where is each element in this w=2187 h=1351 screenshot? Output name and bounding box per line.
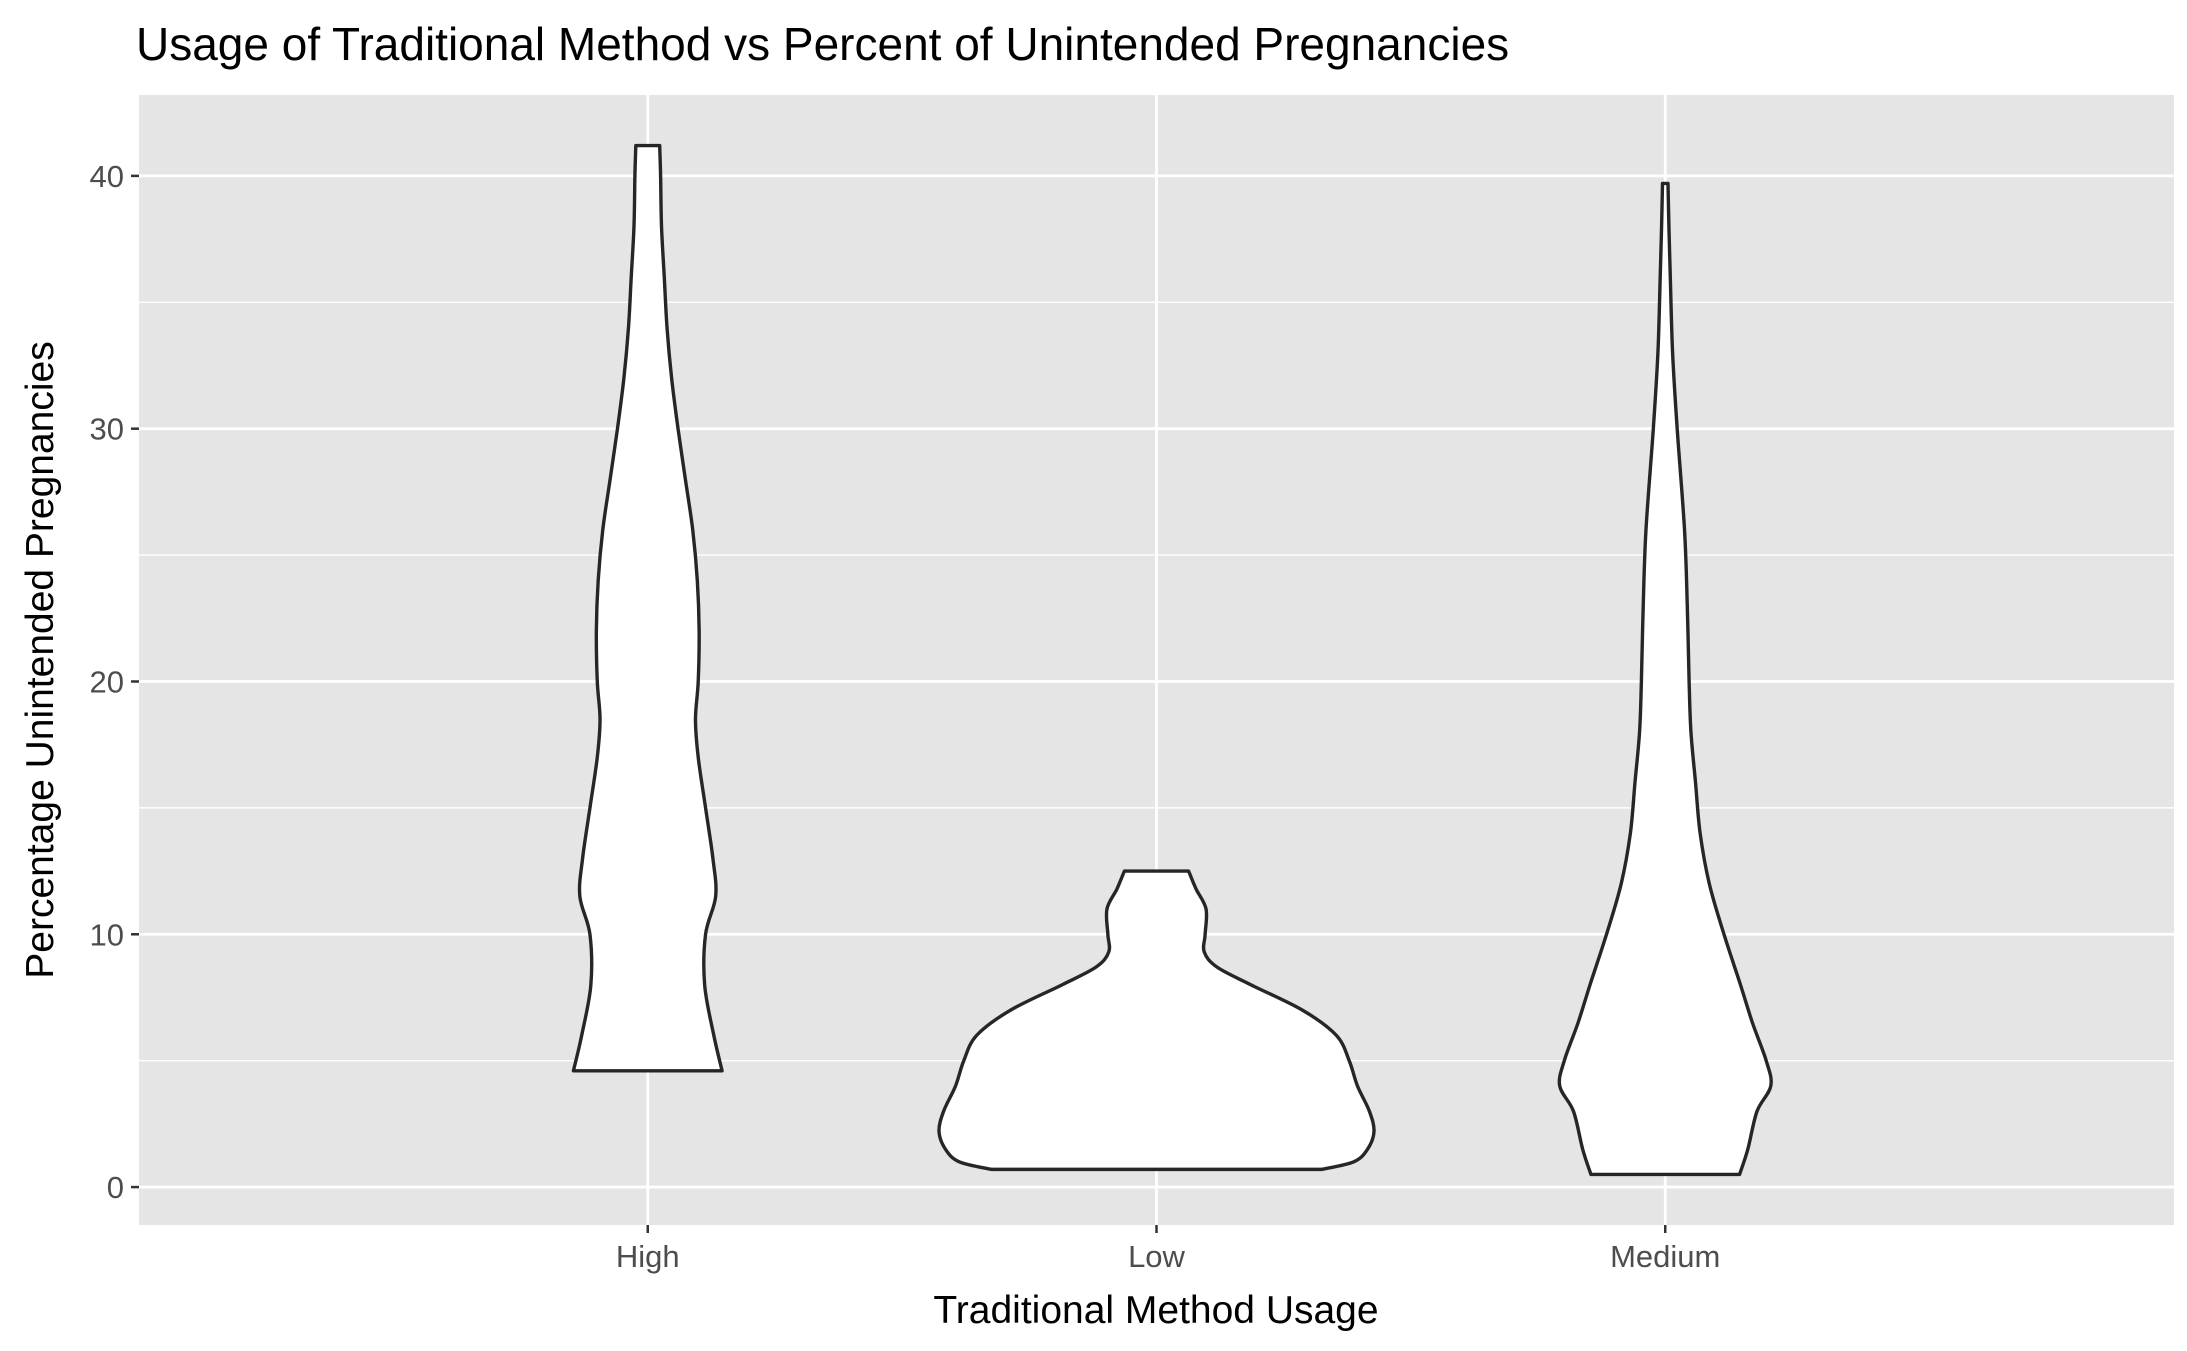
x-axis: High Low Medium: [616, 1225, 1720, 1274]
x-tick-label: High: [616, 1239, 680, 1274]
y-tick-label: 10: [90, 917, 124, 952]
violin-medium: [1557, 181, 1773, 1177]
y-tick-label: 40: [90, 159, 124, 194]
violins: [571, 143, 1773, 1177]
y-tick-label: 0: [107, 1170, 124, 1205]
y-tick-label: 30: [90, 412, 124, 447]
violin-low: [937, 869, 1376, 1172]
y-axis-title: Percentage Unintended Pregnancies: [19, 341, 62, 978]
chart-title: Usage of Traditional Method vs Percent o…: [136, 18, 1509, 70]
violin-high: [571, 143, 724, 1073]
y-tick-label: 20: [90, 664, 124, 699]
x-axis-title: Traditional Method Usage: [933, 1289, 1378, 1332]
y-axis: 0 10 20 30 40: [90, 159, 139, 1205]
x-tick-label: Medium: [1610, 1239, 1720, 1274]
x-tick-label: Low: [1128, 1239, 1185, 1274]
